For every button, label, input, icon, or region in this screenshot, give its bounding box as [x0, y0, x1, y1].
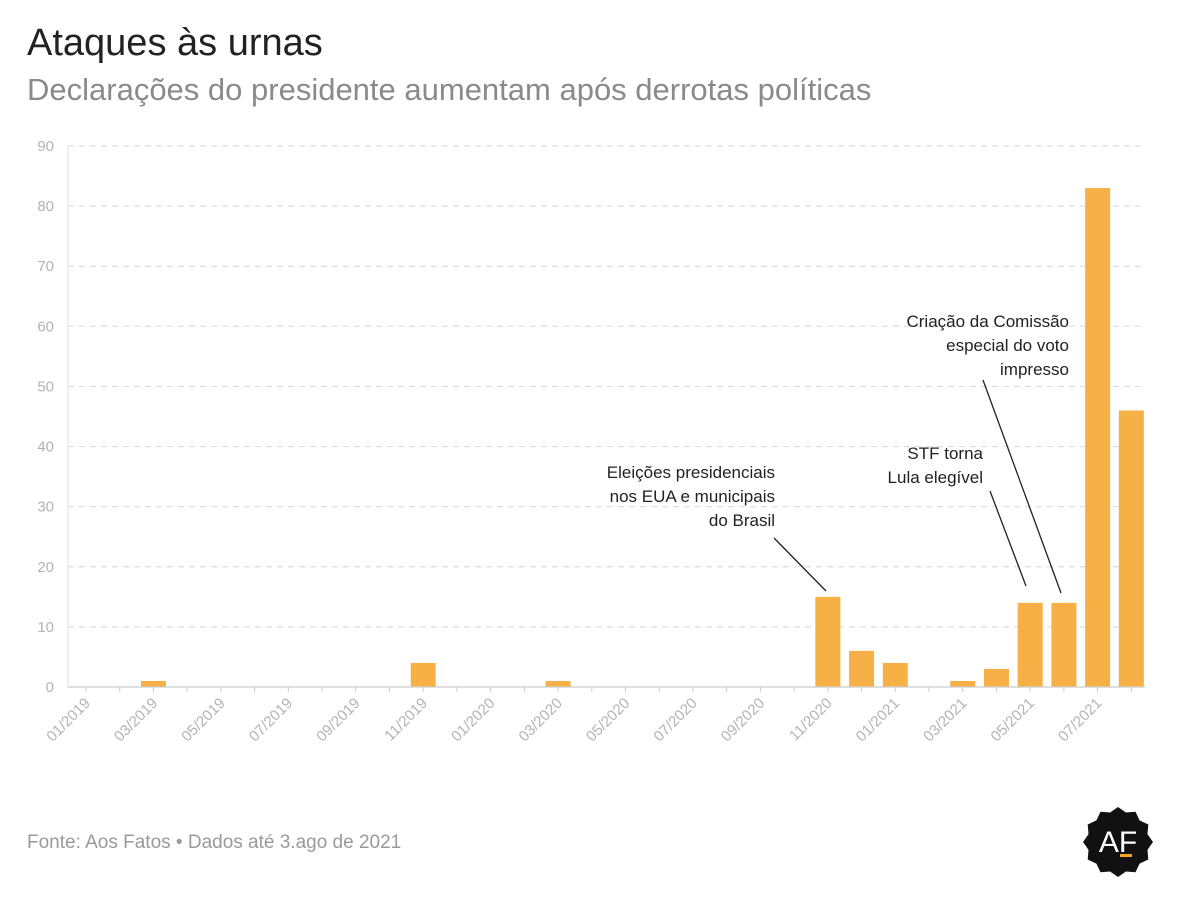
- x-tick-label: 07/2019: [246, 695, 296, 745]
- annotations: Eleições presidenciais nos EUA e municipa…: [607, 312, 1069, 594]
- x-tick-label: 03/2020: [516, 695, 566, 745]
- aos-fatos-logo-icon: AF: [1083, 807, 1153, 877]
- bar-08/2021: [1118, 410, 1144, 687]
- annotation-text: nos EUA e municipais: [610, 487, 775, 506]
- x-tick-label: 07/2020: [650, 695, 700, 745]
- x-tick-label: 09/2019: [313, 695, 363, 745]
- annotation-text: Criação da Comissão: [906, 312, 1069, 331]
- y-tick-label: 80: [37, 198, 54, 215]
- x-tick-label: 09/2020: [718, 695, 768, 745]
- y-tick-label: 0: [46, 679, 54, 696]
- annotation-text: Lula elegível: [888, 468, 983, 487]
- x-tick-label: 03/2019: [111, 695, 161, 745]
- x-tick-label: 05/2021: [988, 695, 1038, 745]
- annotation-text: especial do voto: [946, 336, 1069, 355]
- bar-04/2021: [983, 668, 1009, 687]
- chart-title: Ataques às urnas: [27, 22, 323, 64]
- bars: [140, 188, 1144, 688]
- bar-03/2020: [545, 680, 571, 687]
- x-tick-label: 01/2021: [853, 695, 903, 745]
- logo-text: AF: [1099, 826, 1137, 859]
- x-tick-label: 01/2020: [448, 695, 498, 745]
- y-tick-label: 20: [37, 559, 54, 576]
- y-tick-label: 40: [37, 439, 54, 456]
- gridlines: [68, 145, 1145, 628]
- bar-01/2021: [882, 662, 908, 687]
- annotation-text: Eleições presidenciais: [607, 463, 775, 482]
- y-tick-label: 70: [37, 258, 54, 275]
- annotation-leader-line: [773, 537, 827, 592]
- annotation-text: do Brasil: [709, 511, 775, 530]
- bar-03/2019: [140, 680, 166, 687]
- bar-11/2019: [410, 662, 436, 687]
- annotation-text: STF torna: [907, 444, 983, 463]
- x-tick-label: 05/2019: [178, 695, 228, 745]
- x-tick-label: 03/2021: [920, 695, 970, 745]
- x-tick-label: 07/2021: [1055, 695, 1105, 745]
- y-tick-label: 30: [37, 499, 54, 516]
- x-axis: 01/2019 03/2019 05/2019 07/2019 09/2019 11/20…: [43, 686, 1145, 745]
- bar-07/2021: [1085, 188, 1111, 688]
- x-tick-label: 11/2020: [786, 695, 836, 745]
- x-tick-label: 01/2019: [43, 695, 93, 745]
- annotation-text: impresso: [1000, 360, 1069, 379]
- source-note: Fonte: Aos Fatos • Dados até 3.ago de 20…: [27, 832, 402, 853]
- x-tick-label: 11/2019: [381, 695, 431, 745]
- annotation-leader-line: [982, 379, 1062, 594]
- y-tick-label: 60: [37, 318, 54, 335]
- bar-03/2021: [950, 680, 976, 687]
- x-tick-label: 05/2020: [583, 695, 633, 745]
- bar-12/2020: [849, 650, 875, 687]
- chart-subtitle: Declarações do presidente aumentam após …: [27, 72, 872, 107]
- annotation-leader-line: [989, 490, 1027, 587]
- bar-11/2020: [815, 596, 841, 687]
- y-tick-label: 10: [37, 619, 54, 636]
- bar-05/2021: [1017, 602, 1043, 687]
- y-tick-label: 90: [37, 138, 54, 155]
- y-axis: 0 10 20 30 40 50 60 70 80 90: [37, 138, 69, 696]
- y-tick-label: 50: [37, 378, 54, 395]
- bar-06/2021: [1051, 602, 1077, 687]
